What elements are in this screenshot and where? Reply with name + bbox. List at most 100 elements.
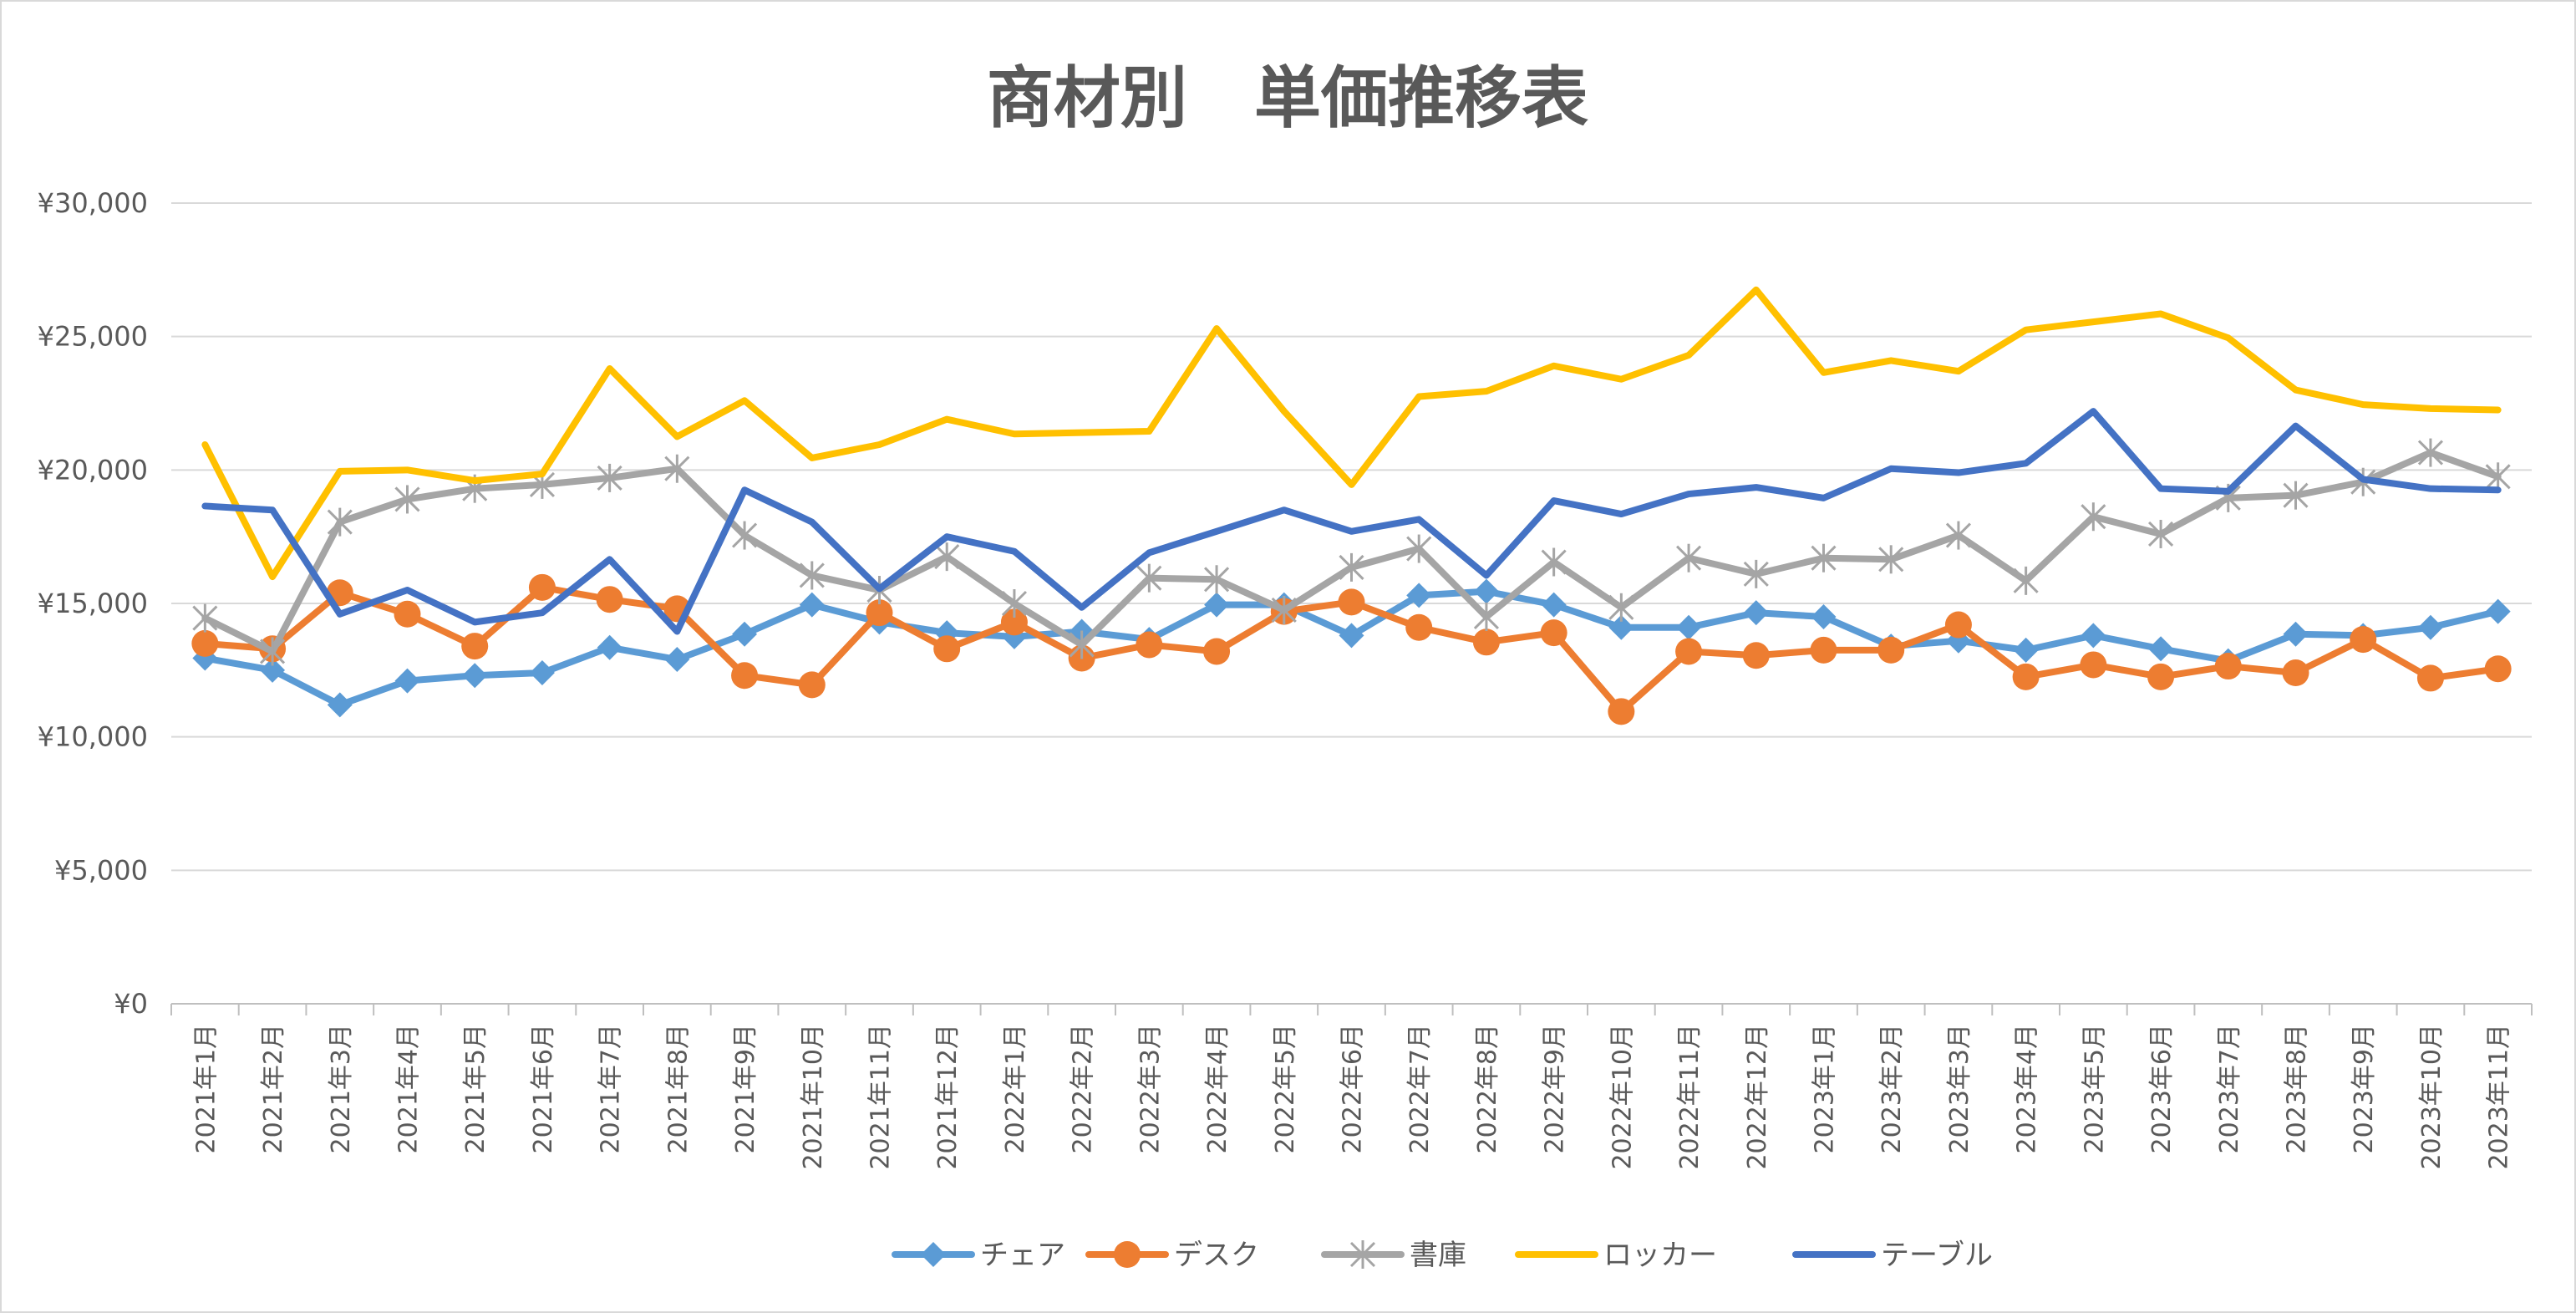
legend-label: テーブル (1881, 1239, 1993, 1272)
data-point (1742, 642, 1770, 669)
data-point (394, 485, 420, 514)
x-tick-label: 2023年2月 (1877, 1024, 1907, 1153)
data-point (2283, 481, 2309, 510)
y-tick-label: ¥20,000 (38, 454, 148, 486)
x-tick-label: 2022年11月 (1675, 1024, 1705, 1170)
data-point (1271, 595, 1297, 624)
x-tick-label: 2021年2月 (259, 1024, 288, 1153)
data-point (933, 635, 961, 663)
data-point (1878, 545, 1904, 574)
y-tick-labels: ¥0 ¥5,000 ¥10,000 ¥15,000 ¥20,000 ¥25,000 ¥30,… (38, 187, 148, 1020)
data-point (2013, 566, 2039, 595)
legend-label: デスク (1174, 1239, 1259, 1272)
data-point (1204, 592, 1230, 618)
data-point (799, 592, 825, 618)
data-point (1810, 636, 1837, 664)
data-point (2080, 651, 2107, 679)
data-point (1743, 600, 1769, 626)
x-tick-label: 2023年4月 (2013, 1024, 2042, 1153)
series-ロッカー (201, 286, 2502, 581)
data-point (731, 662, 759, 690)
data-point (1338, 588, 1365, 616)
data-point (260, 637, 286, 666)
data-point (1405, 613, 1433, 641)
data-point (462, 663, 488, 689)
data-point (1608, 614, 1634, 640)
x-tick-label: 2022年5月 (1271, 1024, 1300, 1153)
x-tick-label: 2022年10月 (1608, 1024, 1637, 1170)
data-point (934, 542, 960, 572)
data-point (2081, 502, 2106, 532)
data-point (2013, 637, 2039, 663)
data-point (528, 573, 556, 601)
data-point (2081, 623, 2106, 649)
legend-item-デスク: デスク (1085, 1239, 1259, 1272)
data-point (1811, 603, 1837, 629)
y-tick-label: ¥0 (114, 988, 148, 1020)
x-tick-label: 2022年3月 (1136, 1024, 1165, 1153)
data-point (1136, 631, 1163, 659)
data-point (1349, 1240, 1376, 1269)
data-point (2417, 614, 2443, 640)
data-point (664, 647, 690, 673)
data-point (2416, 664, 2444, 692)
x-tick-label: 2021年11月 (866, 1024, 896, 1170)
data-point (2214, 653, 2242, 680)
x-tick-label: 2023年3月 (1945, 1024, 1974, 1153)
series-line (201, 408, 2502, 635)
series-line (201, 286, 2502, 581)
data-point (799, 561, 825, 590)
legend: チェア デスク 書庫 ロッカー テーブル (892, 1239, 1993, 1272)
data-point (597, 463, 622, 492)
x-tick-label: 2021年3月 (327, 1024, 356, 1153)
legend-item-テーブル: テーブル (1792, 1239, 1993, 1272)
legend-label: チェア (980, 1239, 1065, 1272)
y-tick-label: ¥15,000 (38, 588, 148, 619)
data-point (1675, 638, 1703, 665)
data-point (1541, 547, 1567, 577)
data-point (597, 634, 622, 660)
x-tick-label: 2022年4月 (1203, 1024, 1232, 1153)
x-tick-label: 2021年1月 (191, 1024, 221, 1153)
data-point (2147, 663, 2175, 690)
x-tick-label: 2022年8月 (1473, 1024, 1502, 1153)
x-tick-label: 2023年8月 (2283, 1024, 2312, 1153)
data-point (260, 657, 286, 683)
chart-title: 商材別 単価推移表 (987, 59, 1588, 137)
grid-lines (171, 202, 2532, 872)
data-point (2485, 462, 2511, 491)
data-point (2148, 636, 2174, 662)
y-tick-label: ¥25,000 (38, 321, 148, 353)
data-point (2350, 626, 2377, 654)
x-tick-label: 2022年1月 (1001, 1024, 1030, 1153)
data-point (1339, 623, 1364, 649)
data-point (191, 629, 219, 657)
x-tick-label: 2022年7月 (1405, 1024, 1435, 1153)
data-point (2484, 655, 2512, 683)
data-point (327, 692, 353, 718)
data-point (1743, 559, 1769, 588)
data-point (327, 507, 353, 537)
data-point (596, 586, 623, 613)
x-tick-label: 2023年9月 (2350, 1024, 2379, 1153)
x-tick-label: 2023年6月 (2147, 1024, 2177, 1153)
x-tick-label: 2021年4月 (394, 1024, 424, 1153)
legend-item-書庫: 書庫 (1321, 1239, 1466, 1272)
x-tick-label: 2022年6月 (1339, 1024, 1368, 1153)
data-point (1473, 602, 1499, 631)
data-point (1339, 552, 1364, 582)
x-tick-label: 2023年7月 (2215, 1024, 2244, 1153)
y-tick-label: ¥30,000 (38, 187, 148, 219)
data-point (1541, 592, 1567, 618)
data-point (2012, 663, 2040, 690)
data-point (866, 599, 893, 627)
data-point (1944, 611, 1972, 639)
data-point (1136, 563, 1162, 593)
x-tick-label: 2021年7月 (597, 1024, 626, 1153)
data-point (529, 660, 555, 686)
x-tick-label: 2023年10月 (2417, 1024, 2446, 1170)
x-tick-labels: 2021年1月 2021年2月 2021年3月 2021年4月 2021年5月 2021年… (191, 1024, 2513, 1170)
data-point (1945, 521, 1971, 550)
